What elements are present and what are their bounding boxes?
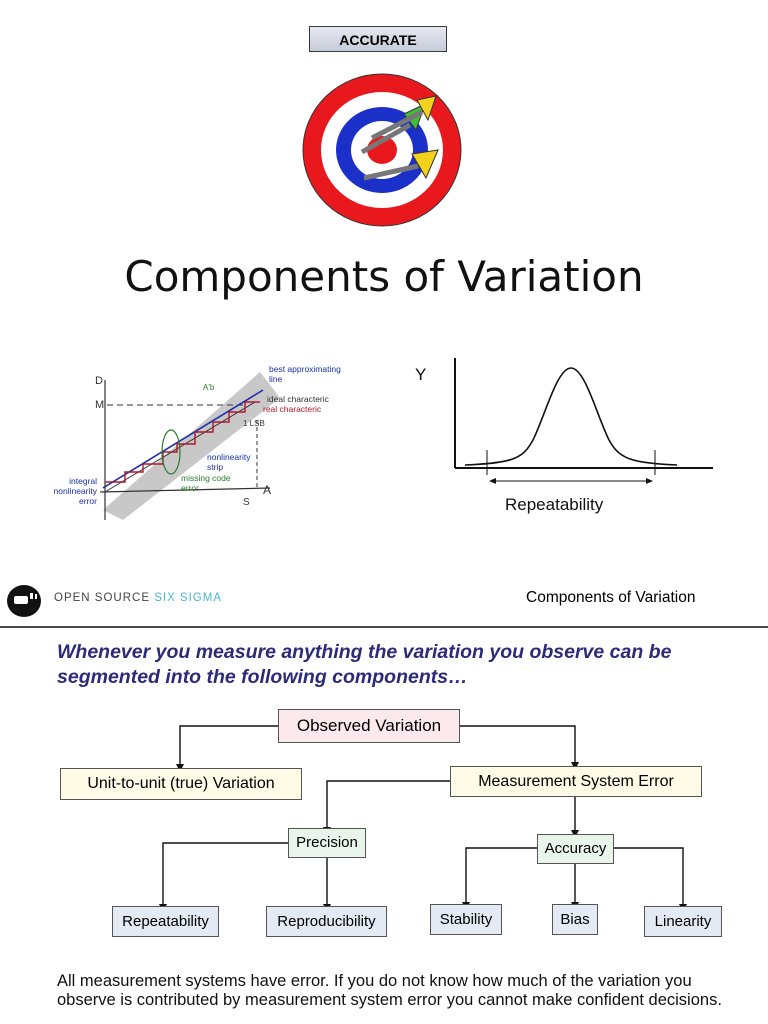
axis-m-label: M — [95, 399, 104, 411]
brand-main: OPEN SOURCE — [54, 592, 150, 604]
missing-code-label: missing code — [181, 473, 231, 483]
node-accuracy: Accuracy — [537, 834, 614, 864]
nonlinearity-strip-label-2: strip — [207, 462, 223, 472]
divider — [0, 626, 768, 628]
brand-logo-icon — [7, 585, 41, 617]
accurate-badge: ACCURATE — [309, 26, 447, 52]
delta-label: A'b — [203, 383, 215, 392]
ideal-label: ideal characteric — [267, 394, 330, 404]
bottom-paragraph: All measurement systems have error. If y… — [57, 972, 722, 1009]
nonlinearity-strip-label: nonlinearity — [207, 452, 251, 462]
node-linearity: Linearity — [644, 906, 722, 937]
target-darts-icon — [302, 73, 462, 227]
integral-label: integral — [69, 476, 97, 486]
intro-text: Whenever you measure anything the variat… — [57, 641, 672, 688]
linearity-error-figure: D M A S A'b 1 LSB best approximating lin… — [54, 364, 341, 520]
node-bias: Bias — [552, 904, 598, 935]
node-reproducibility: Reproducibility — [266, 906, 387, 937]
integral-label-2: nonlinearity — [54, 486, 98, 496]
node-stability: Stability — [430, 904, 502, 935]
repeatability-curve-figure: Y Repeatability — [415, 358, 713, 514]
page-title: Components of Variation — [124, 252, 644, 301]
section-title: Components of Variation — [526, 589, 696, 606]
axis-d-label: D — [95, 375, 103, 387]
brand-name: OPEN SOURCE SIX SIGMA — [54, 592, 222, 604]
x-axis-label: Repeatability — [505, 495, 604, 514]
brand-accent: SIX SIGMA — [154, 592, 222, 604]
axis-a-label: A — [263, 483, 271, 497]
node-unit-variation: Unit-to-unit (true) Variation — [60, 768, 302, 800]
integral-label-3: error — [79, 496, 97, 506]
axis-s-label: S — [243, 497, 250, 508]
real-label: real characteric — [263, 404, 322, 414]
missing-code-label-2: error — [181, 483, 199, 493]
lsb-label: 1 LSB — [243, 419, 265, 428]
node-precision: Precision — [288, 828, 366, 858]
node-observed-variation: Observed Variation — [278, 709, 460, 743]
best-fit-label-2: line — [269, 374, 283, 384]
node-measurement-system-error: Measurement System Error — [450, 766, 702, 797]
y-axis-label: Y — [415, 365, 426, 384]
best-fit-label: best approximating — [269, 364, 341, 374]
node-repeatability: Repeatability — [112, 906, 219, 937]
